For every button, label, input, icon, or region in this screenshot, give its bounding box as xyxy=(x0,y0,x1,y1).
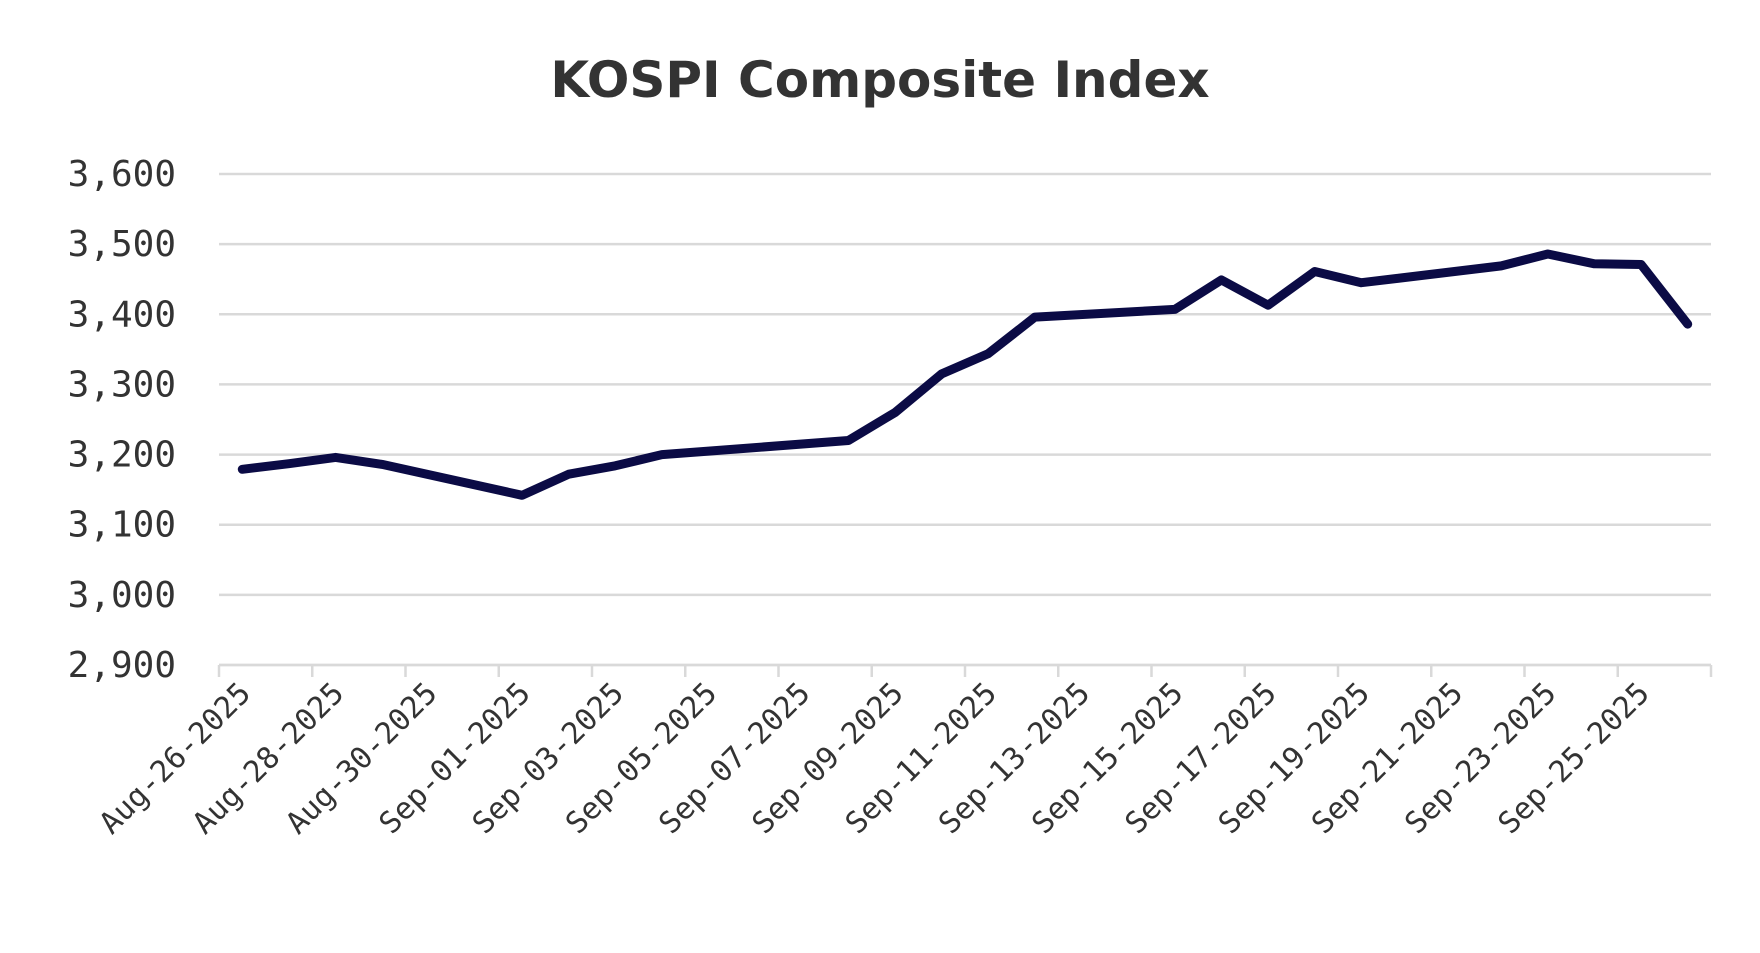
y-tick-label: 3,200 xyxy=(68,435,176,476)
y-axis: 2,900 3,000 3,100 3,200 3,300 3,400 3,500 3,600 xyxy=(68,154,176,686)
gridlines xyxy=(219,172,1711,667)
y-tick-label: 3,400 xyxy=(68,294,176,335)
series-line xyxy=(237,249,1693,500)
y-tick-label: 3,300 xyxy=(68,364,176,405)
chart-title: KOSPI Composite Index xyxy=(550,51,1209,109)
y-tick-label: 3,100 xyxy=(68,505,176,546)
x-axis: Aug-26-2025Aug-28-2025Aug-30-2025Sep-01-… xyxy=(93,663,1713,841)
y-tick-label: 3,600 xyxy=(68,154,176,195)
y-tick-label: 3,000 xyxy=(68,575,176,616)
series-group: Aug-26-2025: 3179Aug-27-2025: 3187Aug-28… xyxy=(237,249,1693,500)
y-tick-label: 3,500 xyxy=(68,224,176,265)
y-tick-label: 2,900 xyxy=(68,645,176,686)
